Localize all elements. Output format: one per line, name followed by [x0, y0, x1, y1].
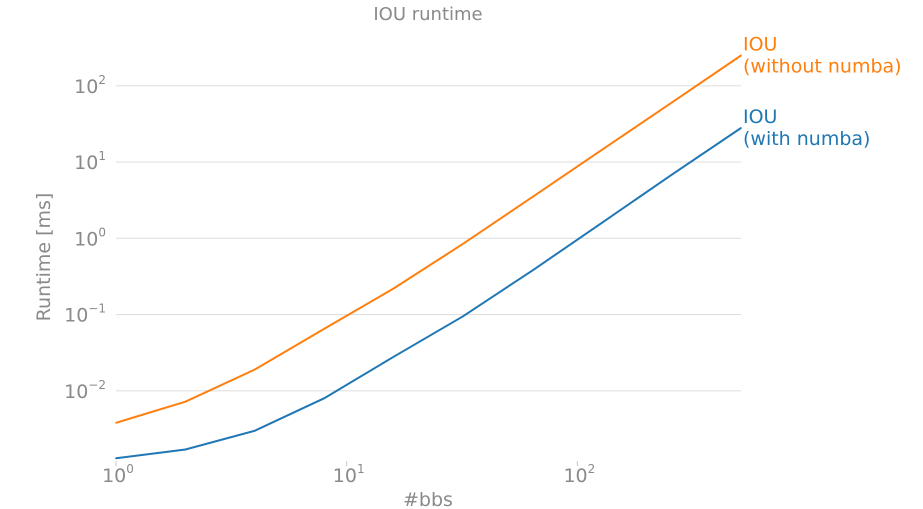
y-tick-label: 102 [74, 73, 106, 98]
y-tick-label: 100 [74, 225, 106, 250]
y-tick-exponent: −2 [88, 378, 106, 392]
data-point [115, 457, 117, 460]
data-point [531, 269, 534, 272]
series-line [115, 127, 742, 460]
series-lines [115, 54, 742, 460]
data-point [462, 242, 465, 245]
y-axis-label: Runtime [ms] [33, 193, 55, 322]
y-tick-base: 10 [74, 76, 98, 98]
y-tick-label: 101 [74, 149, 106, 174]
data-point [740, 54, 742, 57]
data-point [670, 174, 673, 176]
data-point [184, 448, 187, 451]
y-tick-exponent: 2 [98, 73, 106, 87]
y-tick-base: 10 [74, 152, 98, 174]
data-point [254, 368, 256, 371]
y-tick-label: 10−2 [64, 378, 106, 403]
series-label-line1: IOU [743, 106, 777, 128]
data-point [392, 355, 395, 358]
data-point [670, 101, 673, 104]
data-point [462, 315, 465, 318]
series-line [115, 54, 742, 424]
series-label-line2: (with numba) [743, 128, 870, 150]
data-point [601, 148, 603, 151]
y-tick-base: 10 [64, 305, 88, 327]
x-tick-label: 100 [102, 462, 134, 487]
x-axis-ticks: 100 101 102 [102, 461, 595, 487]
data-point [184, 400, 187, 403]
y-tick-exponent: 0 [98, 225, 106, 239]
x-tick-exponent: 2 [588, 462, 596, 476]
data-point [531, 196, 534, 198]
x-tick-exponent: 0 [126, 462, 134, 476]
chart-title: IOU runtime [373, 4, 482, 25]
grid-lines [116, 85, 741, 392]
y-tick-base: 10 [74, 228, 98, 250]
x-tick-exponent: 1 [357, 462, 365, 476]
data-point [115, 422, 117, 424]
data-point [601, 221, 603, 224]
data-point [392, 287, 395, 290]
data-point [254, 429, 256, 432]
data-point [740, 127, 742, 129]
x-tick-label: 101 [333, 462, 365, 487]
x-tick-base: 10 [102, 465, 126, 487]
x-axis-label: #bbs [403, 489, 453, 509]
y-tick-label: 10−1 [64, 302, 106, 327]
y-tick-exponent: −1 [88, 302, 106, 316]
data-point [323, 397, 326, 399]
series-label-line2: (without numba) [743, 55, 902, 77]
x-tick-base: 10 [563, 465, 587, 487]
y-tick-base: 10 [64, 381, 88, 403]
series-labels: IOU(without numba)IOU(with numba) [743, 33, 902, 149]
x-tick-label: 102 [563, 462, 595, 487]
data-point [323, 328, 326, 330]
y-tick-exponent: 1 [98, 149, 106, 163]
x-tick-base: 10 [333, 465, 357, 487]
series-label-line1: IOU [743, 33, 777, 55]
